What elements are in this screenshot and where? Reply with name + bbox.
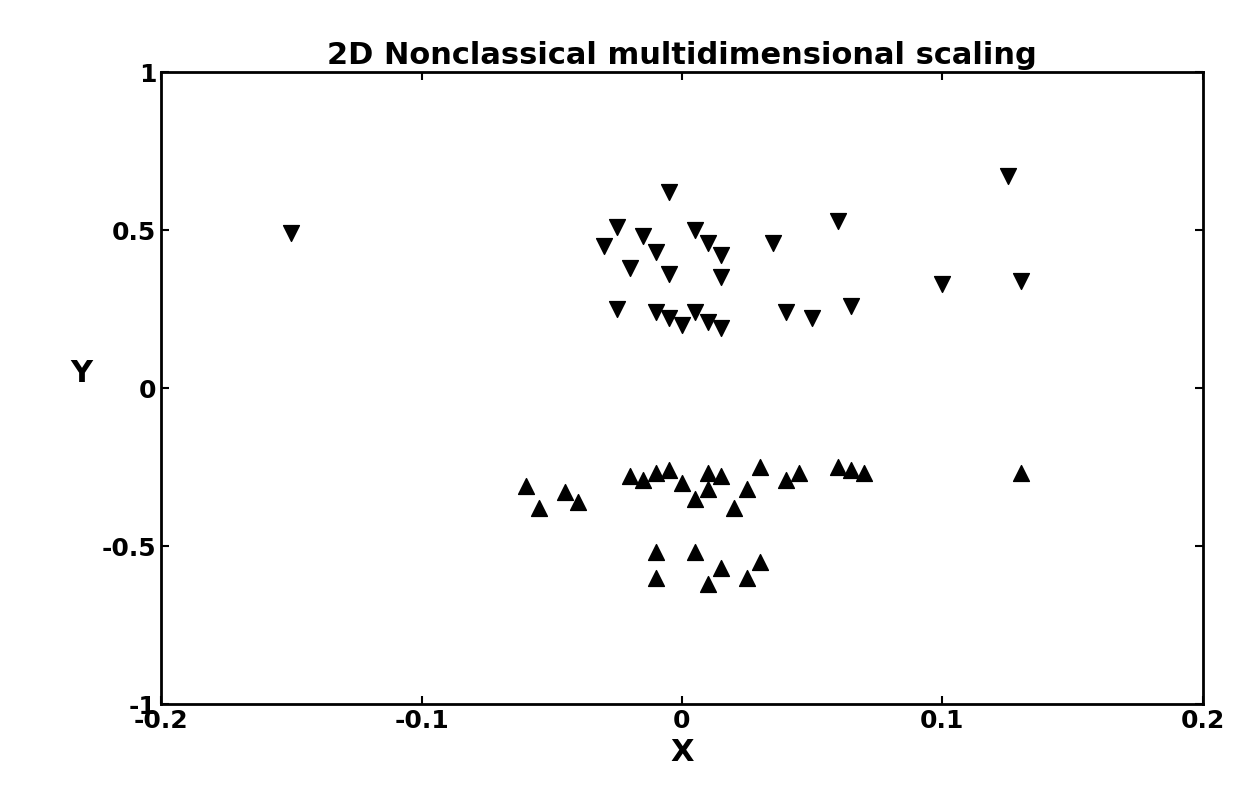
Point <box>711 271 730 284</box>
Point <box>660 186 680 198</box>
Point <box>802 312 822 325</box>
Point <box>660 312 680 325</box>
Point <box>698 578 718 590</box>
Point <box>528 502 548 514</box>
Point <box>646 467 666 480</box>
Point <box>737 482 756 495</box>
Point <box>594 239 614 252</box>
Point <box>660 268 680 281</box>
Point <box>763 236 784 249</box>
Point <box>620 262 640 274</box>
Point <box>660 464 680 477</box>
Point <box>568 495 588 508</box>
Point <box>828 461 848 474</box>
X-axis label: X: X <box>671 738 693 767</box>
Point <box>620 470 640 483</box>
Point <box>750 555 770 568</box>
Point <box>646 246 666 258</box>
Point <box>841 464 861 477</box>
Point <box>932 278 952 290</box>
Point <box>997 170 1017 182</box>
Point <box>556 486 575 498</box>
Point <box>724 502 744 514</box>
Point <box>684 546 704 558</box>
Point <box>608 221 626 234</box>
Point <box>750 461 770 474</box>
Point <box>281 226 301 239</box>
Point <box>634 474 653 486</box>
Point <box>776 306 796 318</box>
Point <box>646 571 666 584</box>
Point <box>646 546 666 558</box>
Point <box>634 230 653 242</box>
Point <box>711 562 730 574</box>
Point <box>608 302 626 315</box>
Point <box>711 322 730 334</box>
Point <box>672 476 692 489</box>
Point <box>854 467 874 480</box>
Title: 2D Nonclassical multidimensional scaling: 2D Nonclassical multidimensional scaling <box>327 41 1037 70</box>
Point <box>776 474 796 486</box>
Point <box>684 223 704 237</box>
Point <box>789 467 808 480</box>
Point <box>698 236 718 249</box>
Point <box>841 299 861 312</box>
Point <box>698 467 718 480</box>
Point <box>711 249 730 262</box>
Point <box>1011 467 1030 480</box>
Point <box>684 492 704 505</box>
Y-axis label: Y: Y <box>69 359 92 388</box>
Point <box>737 571 756 584</box>
Point <box>698 315 718 328</box>
Point <box>646 306 666 318</box>
Point <box>698 482 718 495</box>
Point <box>516 479 536 492</box>
Point <box>828 214 848 227</box>
Point <box>684 306 704 318</box>
Point <box>672 318 692 331</box>
Point <box>1011 274 1030 287</box>
Point <box>711 470 730 483</box>
